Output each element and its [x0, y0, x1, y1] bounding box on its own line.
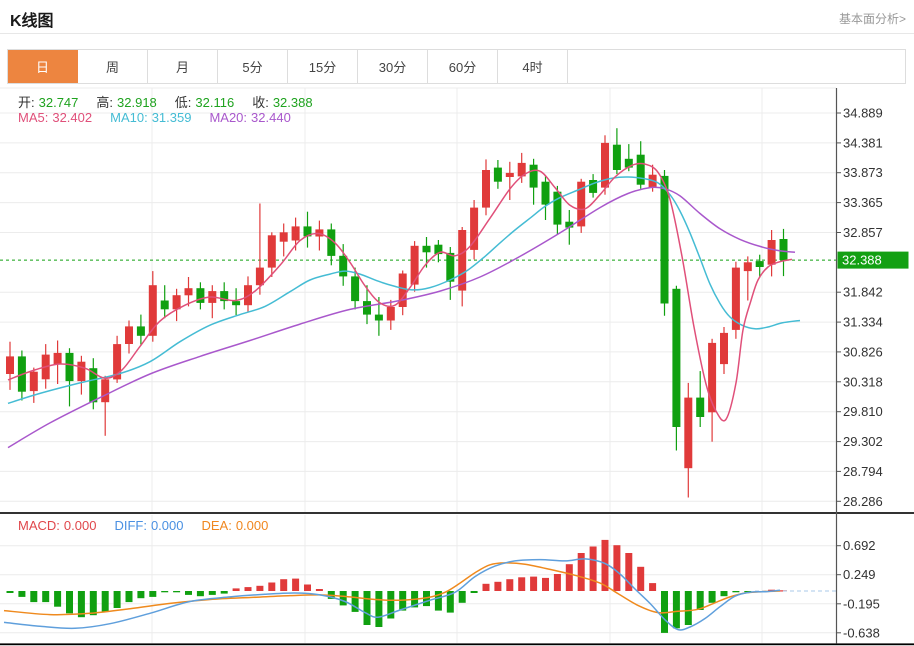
period-tab-day[interactable]: 日 [8, 50, 78, 83]
ma-ma20: MA20: 32.440 [209, 110, 294, 125]
macd-diff-label: DIFF: [114, 518, 147, 533]
macd-macd-value: 0.000 [63, 518, 97, 533]
candles-group [6, 128, 788, 498]
dea-line [3, 562, 781, 616]
macd-axis-label: 0.692 [843, 538, 876, 553]
period-tab-month[interactable]: 月 [148, 50, 218, 83]
panel-separator [0, 512, 914, 514]
price-axis-label: 31.334 [843, 315, 883, 330]
ma-ma10-label: MA10: [110, 110, 148, 125]
ohlc-close: 收: 32.388 [252, 95, 316, 110]
price-axis-label: 28.794 [843, 464, 883, 479]
ohlc-open: 开: 32.747 [18, 95, 82, 110]
period-tab-week[interactable]: 周 [78, 50, 148, 83]
diff-line [3, 558, 781, 631]
ohlc-high-value: 32.918 [117, 95, 157, 110]
price-axis-label: 29.810 [843, 404, 883, 419]
period-tab-60min[interactable]: 60分 [428, 50, 498, 83]
price-axis-label: 34.381 [843, 135, 883, 150]
ma-ma10-value: 31.359 [151, 110, 192, 125]
price-axis-label: 28.286 [843, 494, 883, 509]
macd-axis-label: -0.195 [843, 596, 880, 611]
current-price-badge [837, 251, 909, 269]
ma10-line [7, 176, 801, 405]
current-price-badge-value: 32.388 [842, 253, 882, 268]
period-tabbar: 日周月 5分 15分 30分 60分 4时 [7, 49, 906, 84]
ohlc-low-label: 低: [174, 95, 192, 110]
ma-ma10: MA10: 31.359 [110, 110, 195, 125]
macd-macd-label: MACD: [18, 518, 60, 533]
ma-ma5: MA5: 32.402 [18, 110, 96, 125]
fundamental-analysis-link[interactable]: 基本面分析> [838, 12, 906, 26]
period-tab-15min[interactable]: 15分 [288, 50, 358, 83]
title-divider [0, 33, 914, 34]
chart-bottom-border [0, 643, 914, 646]
ohlc-low-value: 32.116 [195, 95, 235, 110]
ohlc-high-label: 高: [96, 95, 114, 110]
macd-macd: MACD: 0.000 [18, 518, 100, 533]
price-axis-label: 33.873 [843, 165, 883, 180]
ohlc-legend: 开: 32.747 高: 32.918 低: 32.116 收: 32.388 [18, 92, 331, 111]
ohlc-low: 低: 32.116 [175, 95, 238, 110]
macd-axis-label: 0.249 [843, 567, 876, 582]
grid-lines [0, 87, 836, 643]
ma-ma5-value: 32.402 [52, 110, 93, 125]
macd-axis-label: -0.638 [843, 625, 880, 640]
period-tab-5min[interactable]: 5分 [218, 50, 288, 83]
ohlc-close-value: 32.388 [272, 95, 313, 110]
ohlc-open-label: 开: [18, 95, 35, 110]
macd-diff: DIFF: 0.000 [114, 518, 187, 533]
price-axis-labels: 34.889 34.381 33.873 33.365 32.857 31.842 31.3… [836, 106, 883, 640]
ma5-line [7, 162, 793, 422]
macd-dea-label: DEA: [201, 518, 232, 533]
price-axis-label: 30.826 [843, 344, 883, 359]
ohlc-high: 高: 32.918 [96, 95, 160, 110]
period-tab-30min[interactable]: 30分 [358, 50, 428, 83]
price-axis-label: 34.889 [843, 106, 883, 121]
macd-dea-value: 0.000 [235, 518, 269, 533]
ma-ma20-value: 32.440 [251, 110, 291, 125]
ma-ma5-label: MA5: [18, 110, 49, 125]
ma-legend: MA5: 32.402 MA10: 31.359 MA20: 32.440 [18, 110, 309, 125]
price-axis-label: 33.365 [843, 195, 883, 210]
ma20-line [7, 186, 796, 449]
macd-dea: DEA: 0.000 [201, 518, 272, 533]
price-axis-label: 30.318 [843, 374, 883, 389]
price-axis-label: 29.302 [843, 434, 883, 449]
period-tab-4hour[interactable]: 4时 [498, 50, 568, 83]
page-title: K线图 [10, 13, 54, 30]
macd-diff-value: 0.000 [150, 518, 184, 533]
macd-histogram [6, 539, 787, 633]
ohlc-open-value: 32.747 [38, 95, 79, 110]
ohlc-close-label: 收: [252, 95, 269, 110]
ma-ma20-label: MA20: [209, 110, 248, 125]
macd-legend: MACD: 0.000 DIFF: 0.000 DEA: 0.000 [18, 518, 286, 533]
price-axis-label: 32.857 [843, 225, 883, 240]
price-axis-label: 31.842 [843, 285, 883, 300]
